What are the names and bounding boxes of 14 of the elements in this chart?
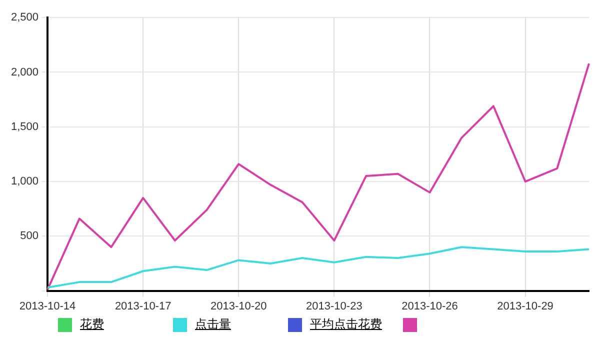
y-tick-label: 1,000 [10, 176, 39, 188]
x-tick-label: 2013-10-20 [210, 300, 267, 312]
x-tick-label: 2013-10-29 [497, 300, 554, 312]
legend-label: 花费 [80, 316, 104, 333]
legend-label: 平均点击花费 [310, 316, 382, 333]
y-tick-label: 1,500 [10, 120, 39, 133]
x-tick-label: 2013-10-26 [402, 300, 458, 312]
y-tick-label: 2,500 [10, 12, 39, 24]
x-tick-label: 2013-10-17 [114, 300, 172, 312]
x-tick-label: 2013-10-14 [19, 300, 76, 312]
y-tick-label: 500 [20, 230, 39, 242]
x-tick-label: 2013-10-23 [306, 300, 362, 312]
y-tick-label: 2,000 [10, 66, 39, 78]
legend-label: 点击量 [195, 316, 231, 333]
